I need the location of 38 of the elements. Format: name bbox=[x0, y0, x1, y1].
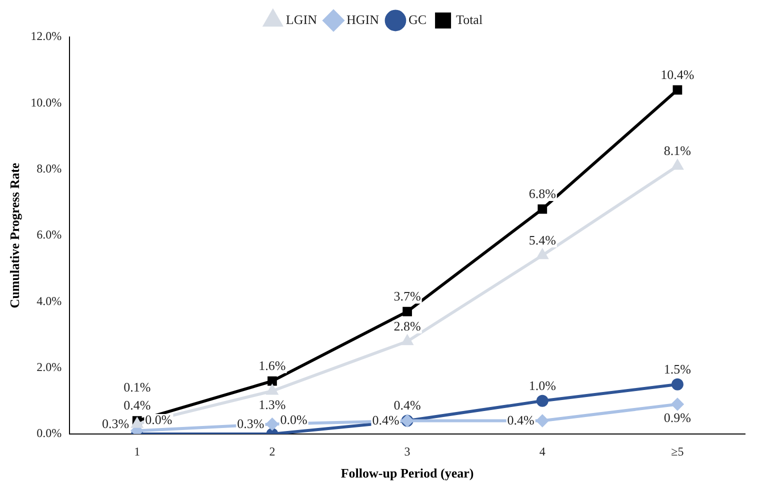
data-label: 0.4% bbox=[394, 398, 422, 413]
data-label: 2.8% bbox=[394, 318, 422, 334]
y-tick-label: 10.0% bbox=[30, 95, 62, 110]
data-label: 10.4% bbox=[660, 66, 694, 82]
data-label: 1.0% bbox=[528, 378, 556, 393]
y-tick-label: 2.0% bbox=[36, 360, 62, 374]
data-label: 1.3% bbox=[258, 396, 286, 412]
legend-label: HGIN bbox=[346, 12, 380, 27]
y-axis-title: Cumulative Progress Rate bbox=[7, 162, 22, 308]
data-label: 0.0% bbox=[280, 412, 308, 427]
data-label: 0.4% bbox=[507, 412, 535, 428]
y-tick-label: 12.0% bbox=[30, 29, 62, 44]
data-label: 1.5% bbox=[664, 361, 692, 376]
data-label: 8.1% bbox=[664, 142, 692, 158]
x-tick-label: 2 bbox=[269, 444, 276, 458]
y-tick-label: 4.0% bbox=[36, 294, 62, 308]
y-tick-label: 8.0% bbox=[36, 161, 62, 176]
data-label: 1.6% bbox=[258, 358, 286, 373]
data-label: 3.7% bbox=[394, 288, 422, 304]
data-label: 0.4% bbox=[372, 412, 400, 428]
legend-label: GC bbox=[408, 12, 427, 27]
data-label: 0.0% bbox=[145, 412, 172, 427]
x-tick-label: ≥5 bbox=[671, 444, 684, 458]
data-label: 0.3% bbox=[237, 416, 264, 431]
data-label: 6.8% bbox=[528, 186, 556, 201]
legend-label: LGIN bbox=[286, 12, 318, 27]
y-tick-label: 0.0% bbox=[36, 426, 62, 440]
data-label: 0.9% bbox=[664, 410, 692, 426]
x-tick-label: 4 bbox=[539, 444, 546, 458]
data-label: 5.4% bbox=[528, 232, 556, 248]
x-tick-label: 3 bbox=[404, 444, 410, 458]
legend-label: Total bbox=[456, 12, 483, 27]
data-label: 0.4% bbox=[124, 398, 151, 413]
data-label: 0.3% bbox=[102, 416, 130, 431]
data-label: 0.1% bbox=[124, 380, 151, 395]
x-tick-label: 1 bbox=[134, 444, 140, 458]
y-tick-label: 6.0% bbox=[36, 228, 62, 242]
x-axis-title: Follow-up Period (year) bbox=[340, 466, 474, 481]
